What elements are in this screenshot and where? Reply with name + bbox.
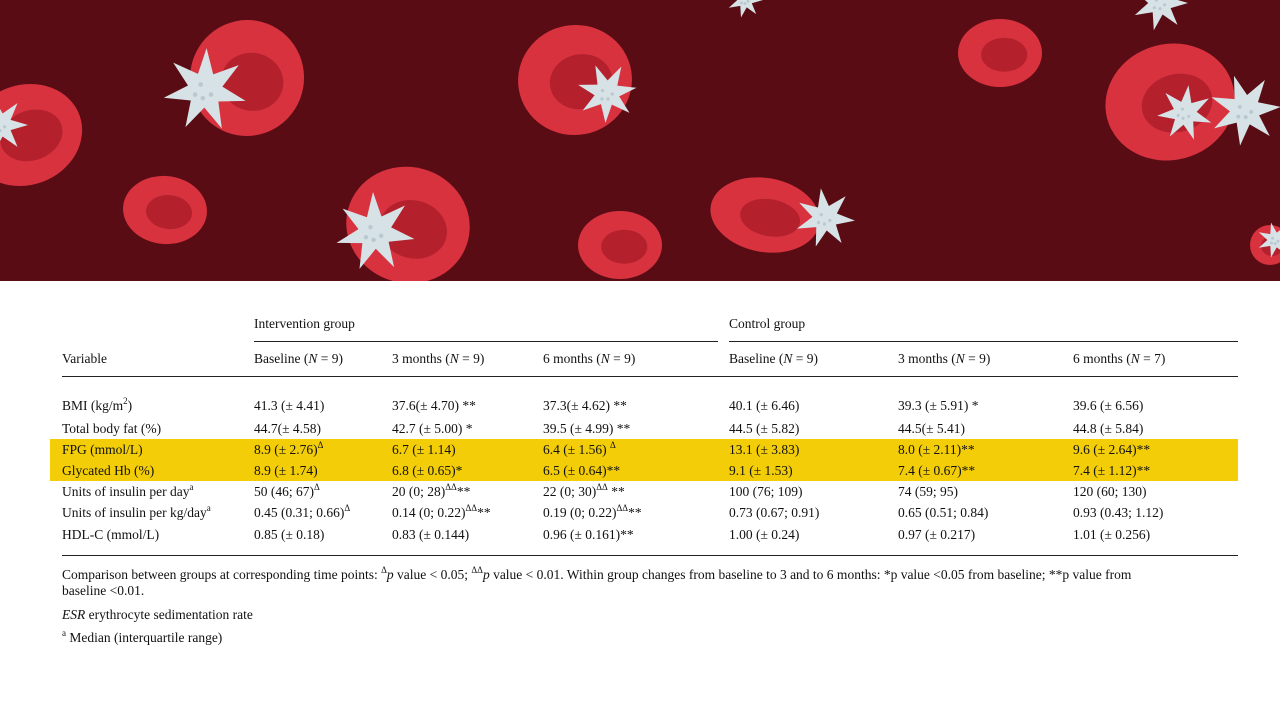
table-cell: 40.1 (± 6.46) [729,398,800,413]
table-cell: 37.6(± 4.70) ** [392,398,476,413]
table-cell: 6.4 (± 1.56) Δ [543,439,616,457]
platelet [1211,75,1280,146]
table-cell: 42.7 (± 5.00) * [392,421,473,436]
table-cell: 1.00 (± 0.24) [729,527,800,542]
table-cell: 39.3 (± 5.91) * [898,398,979,413]
column-header: 6 months (N = 7) [1073,351,1166,366]
table-cell: 39.5 (± 4.99) ** [543,421,631,436]
table-cell: 100 (76; 109) [729,484,803,499]
red-blood-cell [710,177,820,253]
platelet [728,0,763,18]
column-header: 3 months (N = 9) [392,351,485,366]
table-cell: 6.7 (± 1.14) [392,442,456,457]
table-cell: 0.19 (0; 0.22)ΔΔ** [543,502,642,520]
row-label: BMI (kg/m2) [62,395,133,413]
table-cell: 0.83 (± 0.144) [392,527,470,542]
table-cell: 9.1 (± 1.53) [729,463,793,478]
table-cell: 0.97 (± 0.217) [898,527,976,542]
red-blood-cell [958,19,1042,87]
table-cell: 0.85 (± 0.18) [254,527,325,542]
table-cell: 9.6 (± 2.64)** [1073,442,1151,457]
table-cell: 8.9 (± 2.76)Δ [254,439,324,457]
group-header-control: Control group [729,316,806,331]
group-rule-control [729,341,1238,342]
column-header: 6 months (N = 9) [543,351,636,366]
table-cell: 6.8 (± 0.65)* [392,463,463,478]
column-header: 3 months (N = 9) [898,351,991,366]
results-table: Intervention group Control group Variabl… [50,281,1238,720]
platelet [1258,222,1280,258]
header-rule [62,376,1238,377]
group-header-intervention: Intervention group [254,316,355,331]
table-cell: 7.4 (± 0.67)** [898,463,976,478]
footnote-median: a Median (interquartile range) [62,627,223,645]
platelet [1134,0,1188,31]
row-label: Units of insulin per daya [62,481,194,499]
footnote-significance: Comparison between groups at correspondi… [62,564,1132,598]
table-cell: 0.45 (0.31; 0.66)Δ [254,502,351,520]
table-cell: 44.5 (± 5.82) [729,421,800,436]
table-cell: 0.73 (0.67; 0.91) [729,505,820,520]
column-header: Baseline (N = 9) [729,351,818,366]
table-cell: 7.4 (± 1.12)** [1073,463,1151,478]
footnote-esr: ESR erythrocyte sedimentation rate [62,607,253,622]
platelet [163,48,246,129]
table-cell: 74 (59; 95) [898,484,958,499]
table-cell: 37.3(± 4.62) ** [543,398,627,413]
row-label: FPG (mmol/L) [62,442,143,457]
table-cell: 20 (0; 28)ΔΔ** [392,481,471,499]
table-cell: 39.6 (± 6.56) [1073,398,1144,413]
table-cell: 1.01 (± 0.256) [1073,527,1151,542]
table-cell: 0.14 (0; 0.22)ΔΔ** [392,502,491,520]
column-header-variable: Variable [62,351,107,366]
table-cell: 44.7(± 4.58) [254,421,322,436]
table-cell: 13.1 (± 3.83) [729,442,800,457]
platelet [796,188,855,247]
table-cell: 22 (0; 30)ΔΔ ** [543,481,625,499]
table-cell: 44.8 (± 5.84) [1073,421,1144,436]
table-cell: 0.93 (0.43; 1.12) [1073,505,1164,520]
red-blood-cell [123,175,207,245]
table-cell: 41.3 (± 4.41) [254,398,325,413]
platelet [336,192,415,269]
table-cell: 120 (60; 130) [1073,484,1147,499]
table-cell: 0.96 (± 0.161)** [543,527,634,542]
bottom-rule [62,555,1238,556]
platelet [0,103,28,147]
platelet [578,65,637,123]
highlight-row-fpg [50,439,1238,460]
row-label: Glycated Hb (%) [62,463,155,478]
highlight-row-glycated-hb [50,460,1238,481]
table-cell: 6.5 (± 0.64)** [543,463,621,478]
table-cell: 44.5(± 5.41) [898,421,966,436]
group-rule-intervention [254,341,718,342]
table-cell: 50 (46; 67)Δ [254,481,320,499]
table-cell: 0.65 (0.51; 0.84) [898,505,989,520]
platelet [1157,85,1212,140]
table-cell: 8.9 (± 1.74) [254,463,318,478]
blood-cells-banner [0,0,1280,281]
row-label: HDL-C (mmol/L) [62,527,160,542]
row-label: Units of insulin per kg/daya [62,502,211,520]
row-label: Total body fat (%) [62,421,162,436]
red-blood-cell [578,211,662,279]
column-header: Baseline (N = 9) [254,351,343,366]
table-cell: 8.0 (± 2.11)** [898,442,975,457]
